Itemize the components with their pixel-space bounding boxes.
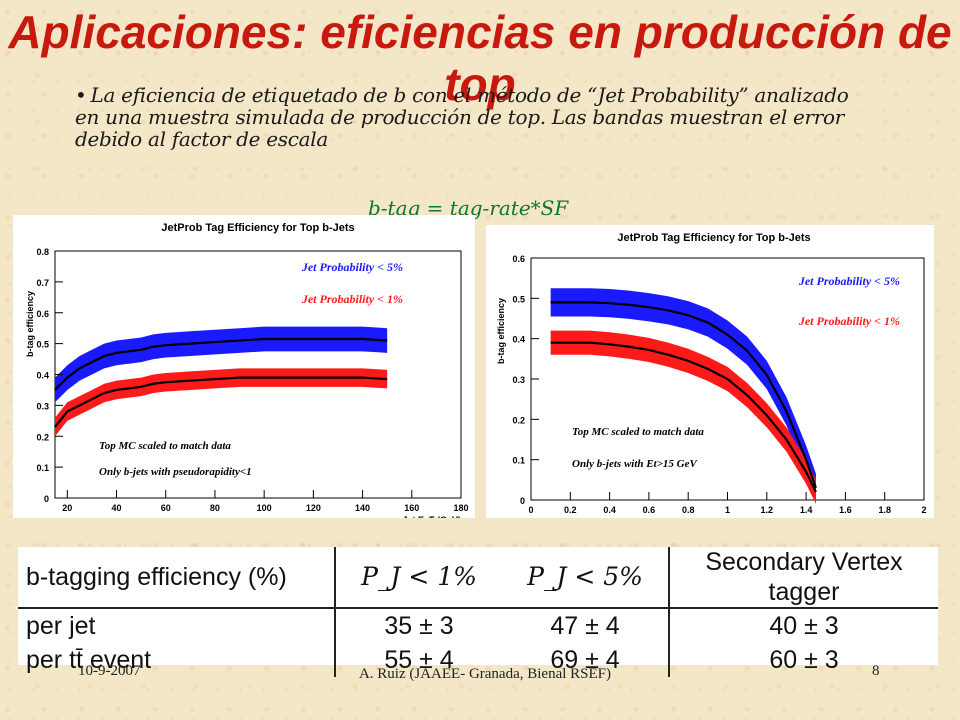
x-axis-label: Jet pseudorapidity bbox=[844, 517, 924, 518]
footer-date: 10-9-2007 bbox=[78, 663, 141, 679]
x-tick-label: 1.6 bbox=[839, 505, 852, 515]
y-tick-label: 0.3 bbox=[512, 375, 525, 385]
table-cell: 60 ± 3 bbox=[769, 646, 839, 674]
y-tick-label: 0 bbox=[520, 496, 525, 506]
table-cell: 47 ± 4 bbox=[502, 608, 670, 643]
table-cell: 40 ± 3 bbox=[769, 612, 839, 640]
table-cell: per jet bbox=[18, 608, 336, 643]
y-tick-label: 0.7 bbox=[36, 278, 49, 288]
table-cell: 35 ± 3 bbox=[384, 612, 454, 640]
x-axis-label: Jet E_T (GeV) bbox=[402, 515, 461, 518]
chart-title: JetProb Tag Efficiency for Top b-Jets bbox=[161, 222, 354, 234]
table-header-cell: b-tagging efficiency (%) bbox=[18, 547, 336, 609]
x-tick-label: 0.2 bbox=[564, 505, 577, 515]
y-tick-label: 0.1 bbox=[512, 456, 525, 466]
table-header-cell: Secondary Vertex tagger bbox=[669, 547, 938, 609]
chart-annotation: Only b-jets with Et>15 GeV bbox=[572, 458, 698, 470]
x-tick-label: 0.8 bbox=[682, 505, 695, 515]
legend-entry: Jet Probability < 1% bbox=[301, 292, 403, 306]
x-tick-label: 0.4 bbox=[603, 505, 616, 515]
x-tick-label: 140 bbox=[355, 503, 370, 513]
y-tick-label: 0.8 bbox=[36, 247, 49, 257]
y-axis-label: b-tag efficiency bbox=[496, 298, 506, 364]
x-tick-label: 2 bbox=[921, 505, 926, 515]
series-line-1pct bbox=[550, 341, 817, 493]
legend-entry: Jet Probability < 1% bbox=[798, 314, 900, 328]
table-cell: 55 ± 4 bbox=[384, 646, 454, 674]
x-tick-label: 1.8 bbox=[878, 505, 891, 515]
series-band-5pct bbox=[550, 288, 816, 503]
plot-eta: JetProb Tag Efficiency for Top b-Jets 0 0.… bbox=[486, 225, 934, 527]
x-tick-label: 1.4 bbox=[800, 505, 813, 515]
x-tick-label: 160 bbox=[404, 503, 419, 513]
x-tick-label: 60 bbox=[161, 503, 171, 513]
table-row: per tt̄ event 55 ± 4 69 ± 4 60 ± 3 bbox=[18, 643, 938, 677]
slide-title: Aplicaciones: eficiencias en producción … bbox=[8, 6, 952, 110]
table-cell: 69 ± 4 bbox=[502, 643, 670, 677]
table-row: per jet 35 ± 3 47 ± 4 40 ± 3 bbox=[18, 608, 938, 643]
y-tick-label: 0.1 bbox=[36, 463, 49, 473]
series-band-1pct bbox=[550, 330, 816, 505]
y-tick-label: 0.6 bbox=[36, 309, 49, 319]
y-tick-label: 0.3 bbox=[36, 401, 49, 411]
chart-annotation: Top MC scaled to match data bbox=[99, 440, 231, 452]
footer-page-number: 8 bbox=[872, 663, 880, 679]
x-tick-label: 100 bbox=[257, 503, 272, 513]
x-tick-label: 1 bbox=[725, 505, 730, 515]
x-tick-label: 40 bbox=[112, 503, 122, 513]
chart-et-svg: JetProb Tag Efficiency for Top b-Jets 0 0.… bbox=[25, 222, 469, 525]
legend-entry: Jet Probability < 5% bbox=[798, 274, 900, 288]
x-tick-label: 180 bbox=[453, 503, 468, 513]
series-line-5pct bbox=[550, 301, 817, 489]
y-tick-label: 0.5 bbox=[36, 340, 49, 350]
chart-eta-svg: JetProb Tag Efficiency for Top b-Jets 0 0.… bbox=[496, 232, 927, 527]
x-tick-label: 1.2 bbox=[761, 505, 774, 515]
x-tick-label: 0.6 bbox=[643, 505, 656, 515]
x-tick-label: 80 bbox=[210, 503, 220, 513]
table-cell: per tt̄ event bbox=[18, 643, 336, 677]
legend-entry: Jet Probability < 5% bbox=[301, 260, 403, 274]
bullet-text: • La eficiencia de etiquetado de b con el… bbox=[75, 84, 875, 150]
y-tick-label: 0.5 bbox=[512, 294, 525, 304]
y-tick-label: 0.2 bbox=[36, 432, 49, 442]
y-tick-label: 0.4 bbox=[36, 371, 49, 381]
bullet-dot: • bbox=[75, 83, 87, 107]
chart-annotation: Top MC scaled to match data bbox=[572, 426, 704, 438]
table-header-cell: P_J < 5% bbox=[502, 547, 670, 609]
x-tick-label: 0 bbox=[528, 505, 533, 515]
footer-author: A. Ruiz (JAAEE- Granada, Bienal RSEF) bbox=[358, 666, 612, 682]
y-tick-label: 0 bbox=[44, 494, 49, 504]
x-tick-label: 20 bbox=[62, 503, 72, 513]
chart-annotation: Only b-jets with pseudorapidity<1 bbox=[99, 466, 252, 478]
series-band-1pct bbox=[55, 368, 388, 437]
bullet-content: La eficiencia de etiquetado de b con el … bbox=[75, 83, 849, 151]
table-header-cell: P_J < 1% bbox=[335, 547, 502, 609]
series-line-5pct bbox=[54, 337, 388, 391]
table-header-row: b-tagging efficiency (%) P_J < 1% P_J < … bbox=[18, 547, 938, 609]
series-line-1pct bbox=[54, 376, 388, 428]
y-tick-label: 0.2 bbox=[512, 415, 525, 425]
y-axis-label: b-tag efficiency bbox=[25, 291, 35, 357]
chart-title: JetProb Tag Efficiency for Top b-Jets bbox=[617, 232, 810, 244]
x-tick-label: 120 bbox=[306, 503, 321, 513]
y-tick-label: 0.6 bbox=[512, 254, 525, 264]
series-band-5pct bbox=[55, 326, 388, 403]
efficiency-table: b-tagging efficiency (%) P_J < 1% P_J < … bbox=[18, 547, 938, 677]
plot-et: JetProb Tag Efficiency for Top b-Jets 0 0.… bbox=[13, 215, 475, 525]
y-tick-label: 0.4 bbox=[512, 335, 525, 345]
